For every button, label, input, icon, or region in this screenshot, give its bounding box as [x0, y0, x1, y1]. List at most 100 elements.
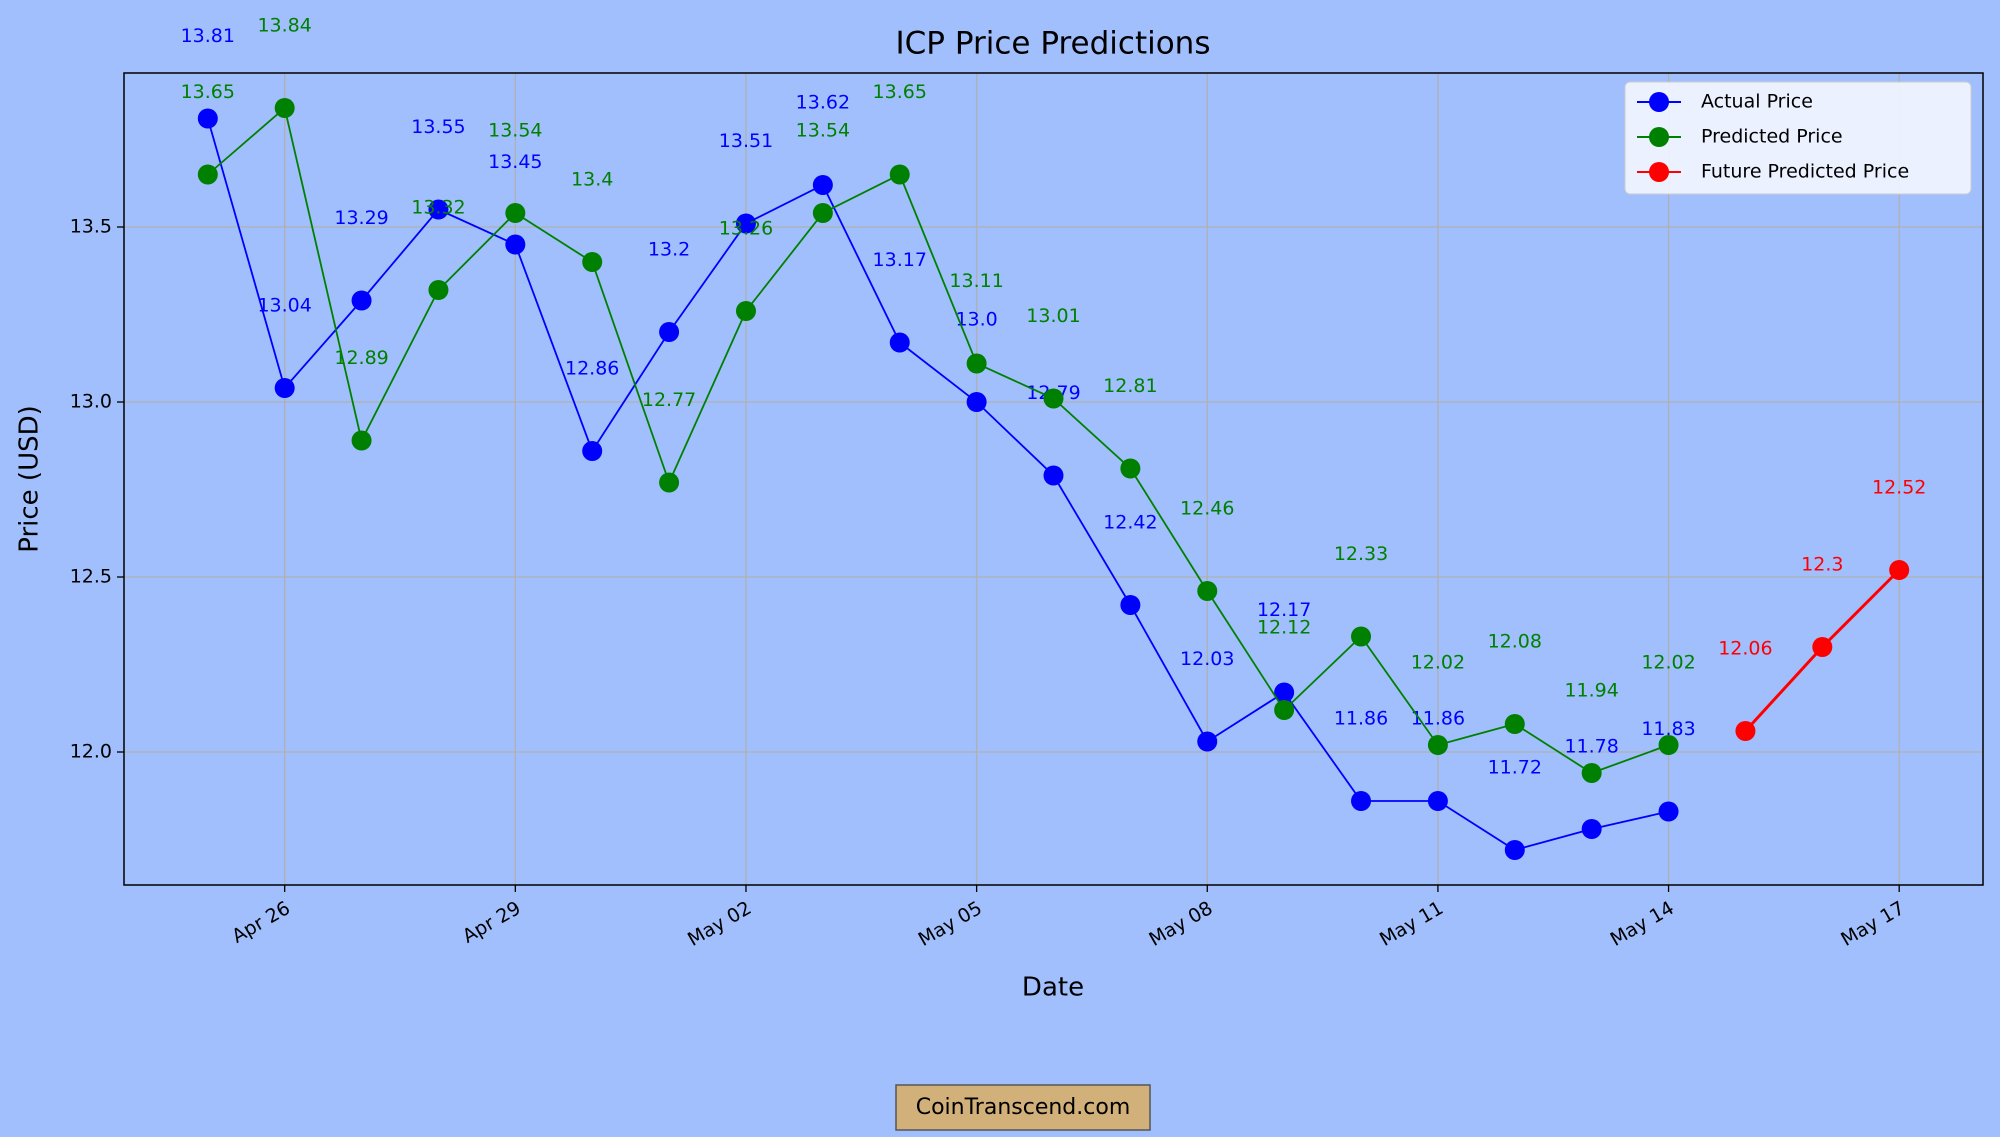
y-tick-label: 12.0: [70, 741, 112, 763]
data-point: [1120, 595, 1141, 615]
data-point: [1581, 819, 1602, 839]
data-label: 12.81: [1103, 375, 1157, 397]
data-point: [1658, 735, 1679, 755]
data-point: [351, 290, 372, 311]
data-point: [582, 252, 603, 272]
data-point: [659, 472, 680, 493]
data-point: [274, 98, 295, 118]
data-point: [966, 392, 987, 412]
data-label: 13.26: [719, 218, 773, 240]
data-label: 12.42: [1103, 512, 1157, 534]
legend-label: Actual Price: [1701, 91, 1813, 113]
data-label: 13.0: [955, 309, 997, 331]
data-label: 13.65: [873, 81, 927, 103]
data-label: 13.29: [334, 207, 388, 229]
data-label: 12.77: [642, 389, 696, 411]
data-label: 11.83: [1641, 718, 1695, 740]
data-label: 13.4: [571, 169, 613, 191]
data-label: 12.86: [565, 358, 619, 380]
data-label: 13.45: [488, 151, 542, 173]
legend-marker: [1649, 127, 1669, 147]
y-axis-label: Price (USD): [15, 405, 45, 553]
data-label: 12.3: [1801, 554, 1843, 576]
data-label: 13.84: [257, 15, 311, 37]
data-point: [505, 203, 526, 223]
watermark: CoinTranscend.com: [916, 1095, 1131, 1120]
data-label: 13.54: [488, 120, 542, 142]
data-point: [889, 164, 910, 185]
legend-marker: [1649, 162, 1669, 182]
data-point: [1812, 637, 1833, 657]
data-point: [966, 353, 987, 374]
data-label: 12.08: [1488, 631, 1542, 653]
data-point: [351, 430, 372, 451]
data-point: [505, 234, 526, 255]
data-label: 12.89: [334, 347, 388, 369]
data-label: 12.03: [1180, 648, 1234, 670]
data-point: [1504, 714, 1525, 734]
data-label: 11.86: [1334, 708, 1388, 730]
data-label: 13.11: [949, 270, 1003, 292]
data-point: [1043, 465, 1064, 486]
data-point: [735, 213, 756, 234]
data-label: 11.94: [1564, 680, 1618, 702]
data-label: 12.46: [1180, 498, 1234, 520]
data-label: 12.06: [1718, 638, 1772, 660]
data-label: 13.17: [873, 249, 927, 271]
data-label: 11.72: [1488, 757, 1542, 779]
data-label: 11.78: [1564, 736, 1618, 758]
data-label: 13.62: [796, 92, 850, 114]
legend-box: [1624, 81, 1972, 195]
data-label: 13.04: [257, 295, 311, 317]
data-point: [428, 280, 449, 300]
data-label: 12.12: [1257, 617, 1311, 639]
data-label: 13.81: [181, 25, 235, 47]
data-label: 13.51: [719, 130, 773, 152]
legend-label: Future Predicted Price: [1701, 161, 1909, 183]
data-label: 13.01: [1026, 305, 1080, 327]
data-point: [1427, 735, 1448, 755]
data-label: 13.54: [796, 120, 850, 142]
data-point: [274, 378, 295, 398]
watermark-box: [895, 1084, 1151, 1131]
data-point: [1043, 388, 1064, 409]
chart-title: ICP Price Predictions: [896, 26, 1211, 62]
legend-label: Predicted Price: [1701, 126, 1843, 148]
data-label: 13.65: [181, 81, 235, 103]
data-point: [582, 441, 603, 461]
data-point: [428, 199, 449, 220]
data-label: 13.32: [411, 197, 465, 219]
data-point: [1504, 840, 1525, 860]
data-label: 12.52: [1872, 477, 1926, 499]
data-label: 12.17: [1257, 599, 1311, 621]
data-point: [1351, 626, 1372, 647]
x-axis-label: Date: [1022, 973, 1084, 1003]
data-point: [735, 301, 756, 321]
data-label: 11.86: [1411, 708, 1465, 730]
data-point: [812, 175, 833, 195]
series-line: [207, 106, 1669, 774]
data-point: [1351, 791, 1372, 811]
data-point: [1197, 731, 1218, 752]
data-point: [1120, 458, 1141, 479]
data-label: 12.33: [1334, 543, 1388, 565]
legend-marker: [1649, 92, 1669, 112]
data-point: [197, 108, 218, 129]
data-point: [197, 164, 218, 185]
data-point: [1274, 700, 1295, 720]
data-label: 12.02: [1411, 652, 1465, 674]
data-point: [1658, 801, 1679, 822]
data-label: 13.2: [648, 239, 690, 261]
data-point: [1889, 560, 1910, 580]
data-point: [1274, 682, 1295, 703]
data-label: 12.02: [1641, 652, 1695, 674]
data-label: 13.55: [411, 116, 465, 138]
data-point: [1427, 791, 1448, 811]
y-tick-label: 13.0: [70, 391, 112, 413]
plot-frame: [123, 72, 1984, 886]
series-line: [206, 118, 1669, 851]
data-point: [1581, 763, 1602, 783]
y-tick-label: 12.5: [70, 566, 112, 588]
